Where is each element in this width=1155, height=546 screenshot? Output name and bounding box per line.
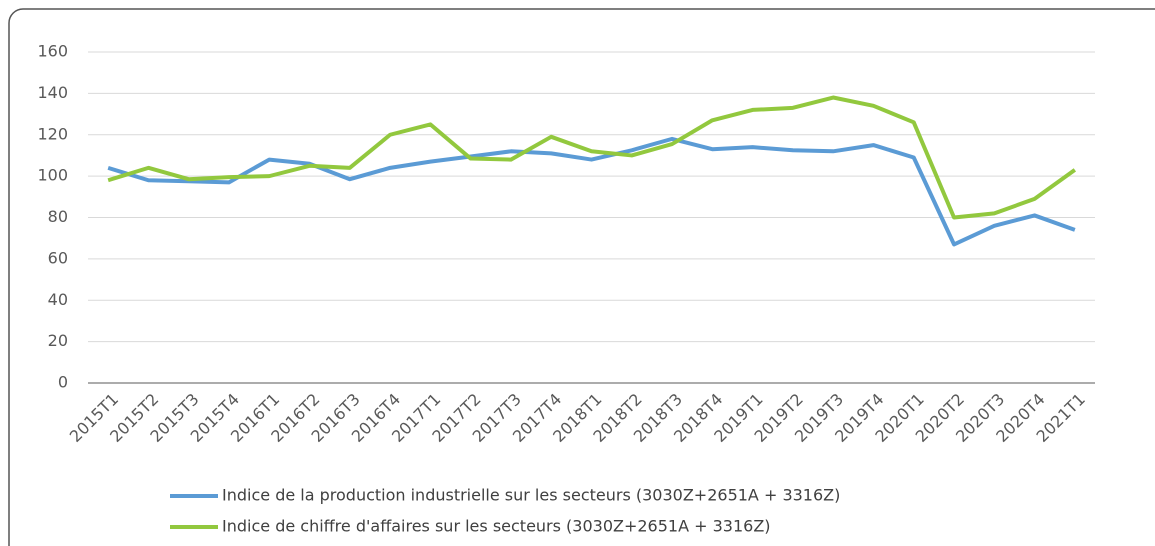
legend-label: Indice de la production industrielle sur… [222, 486, 840, 505]
series-line [107, 95, 1077, 220]
y-tick-label: 140 [37, 83, 68, 102]
y-tick-label: 0 [58, 373, 68, 392]
y-tick-label: 60 [48, 248, 68, 267]
series-line [107, 136, 1076, 247]
y-tick-label: 40 [48, 290, 68, 309]
legend-label: Indice de chiffre d'affaires sur les sec… [222, 517, 771, 536]
y-tick-label: 100 [37, 166, 68, 185]
y-tick-label: 160 [37, 42, 68, 61]
y-tick-label: 20 [48, 331, 68, 350]
y-tick-label: 80 [48, 207, 68, 226]
card [8, 8, 1155, 546]
y-tick-label: 120 [37, 124, 68, 143]
